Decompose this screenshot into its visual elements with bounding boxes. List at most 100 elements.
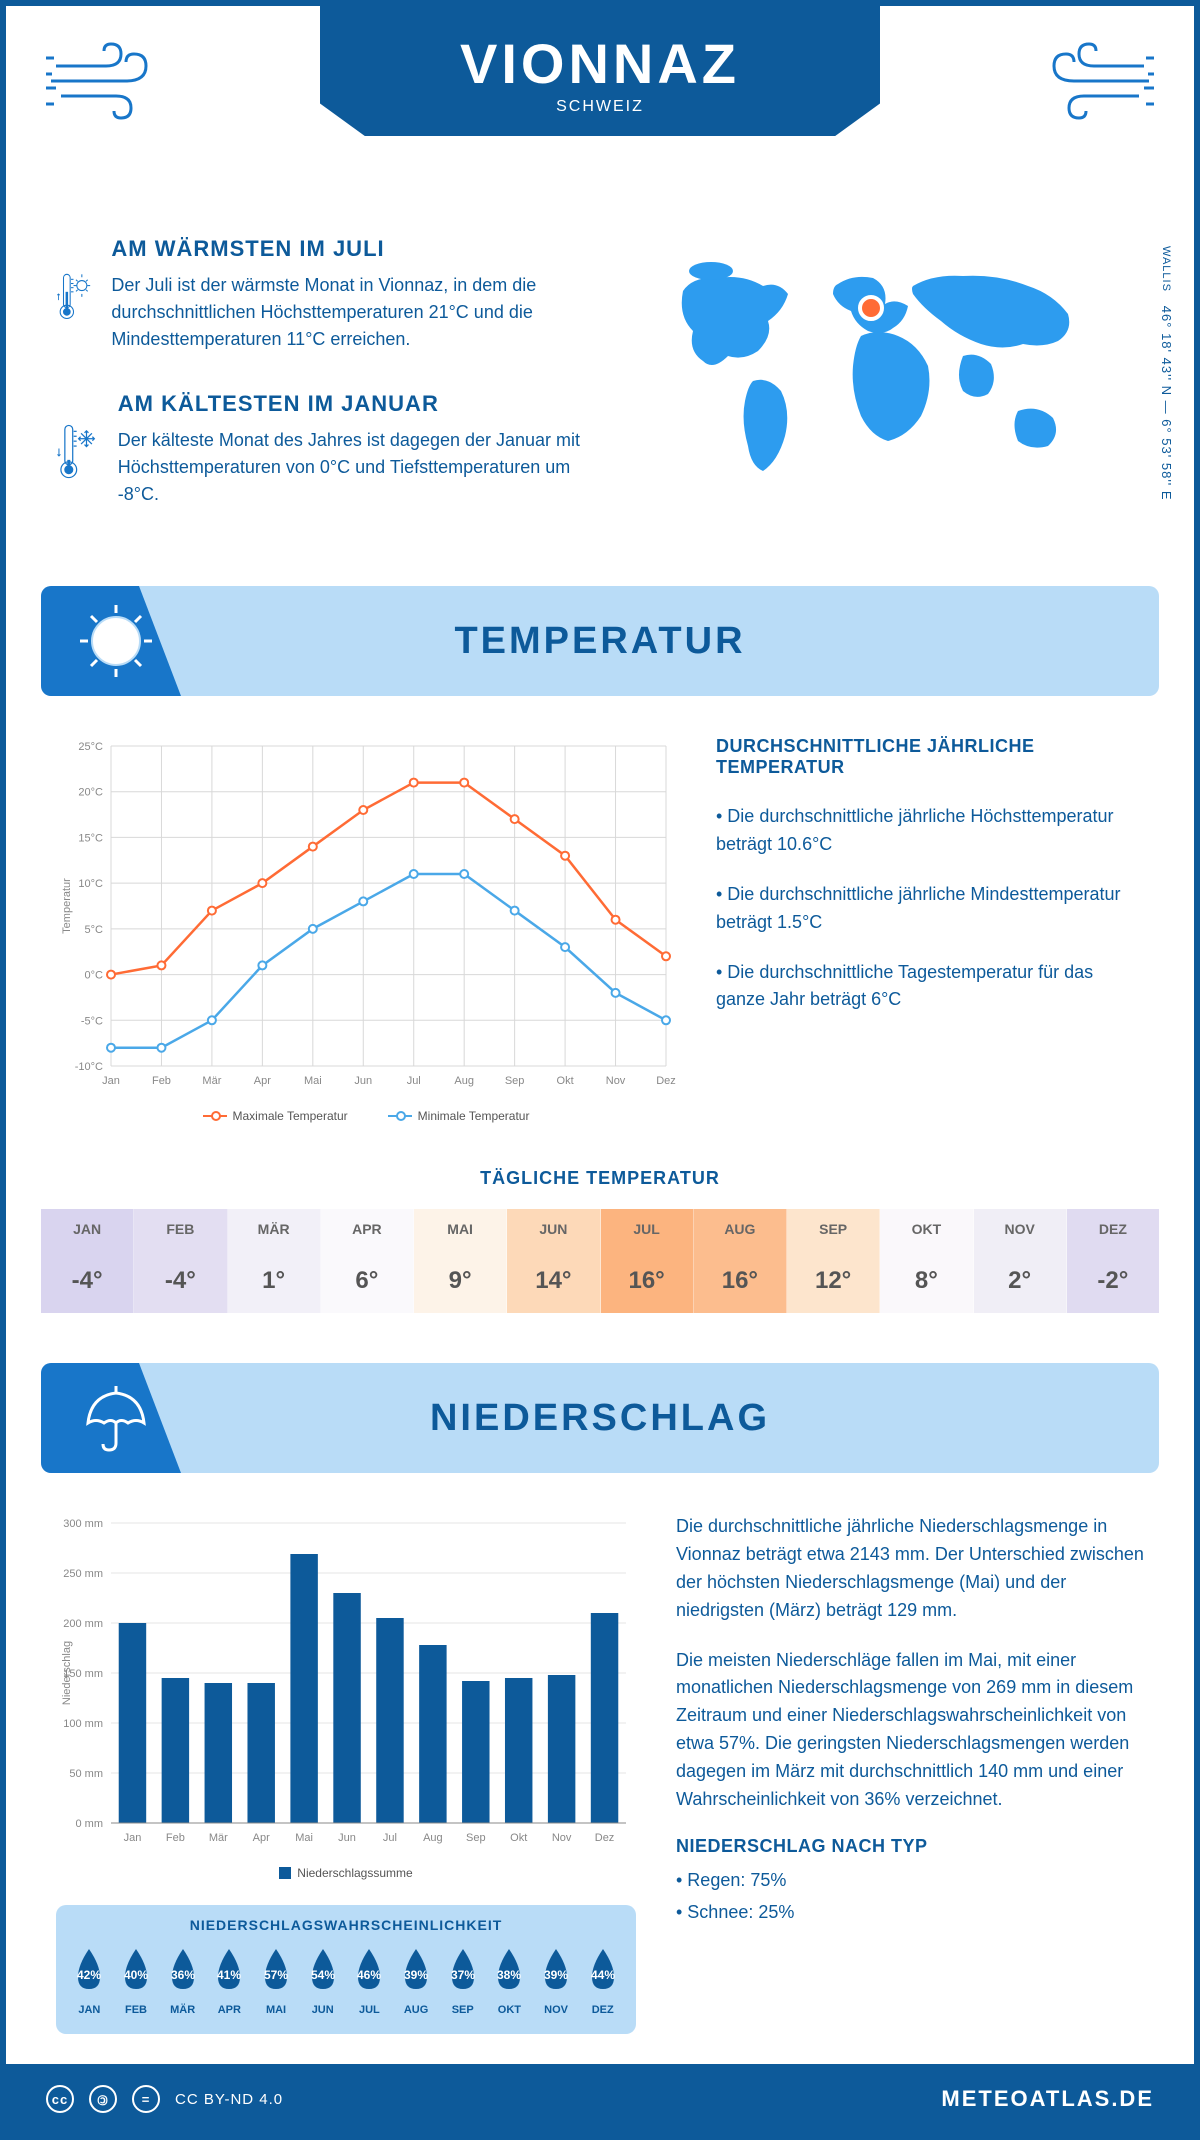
svg-text:54%: 54% (311, 1968, 335, 1982)
coldest-text: Der kälteste Monat des Jahres ist dagege… (118, 427, 593, 508)
daily-cell: AUG16° (694, 1209, 787, 1313)
daily-cell: DEZ-2° (1067, 1209, 1159, 1313)
umbrella-icon (76, 1378, 156, 1458)
probability-cell: 40%FEB (113, 1945, 160, 2016)
svg-text:Niederschlag: Niederschlag (61, 1641, 73, 1705)
daily-cell: OKT8° (880, 1209, 973, 1313)
temperature-header: TEMPERATUR (41, 586, 1159, 696)
daily-cell: JAN-4° (41, 1209, 134, 1313)
coordinates: WALLIS 46° 18' 43'' N — 6° 53' 58'' E (1159, 246, 1174, 501)
daily-cell: MÄR1° (228, 1209, 321, 1313)
precipitation-header: NIEDERSCHLAG (41, 1363, 1159, 1473)
svg-text:Jan: Jan (124, 1832, 142, 1844)
svg-text:46%: 46% (357, 1968, 381, 1982)
svg-text:44%: 44% (591, 1968, 615, 1982)
svg-text:Sep: Sep (505, 1075, 525, 1087)
wind-icon (1024, 36, 1154, 126)
svg-text:42%: 42% (77, 1968, 101, 1982)
daily-temp-grid: JAN-4°FEB-4°MÄR1°APR6°MAI9°JUN14°JUL16°A… (41, 1209, 1159, 1313)
nd-icon: = (132, 2085, 160, 2113)
daily-cell: MAI9° (414, 1209, 507, 1313)
daily-cell: JUN14° (507, 1209, 600, 1313)
daily-cell: JUL16° (601, 1209, 694, 1313)
header: VIONNAZ SCHWEIZ (6, 6, 1194, 206)
svg-text:Apr: Apr (253, 1832, 270, 1844)
svg-text:300 mm: 300 mm (63, 1518, 103, 1530)
probability-cell: 36%MÄR (159, 1945, 206, 2016)
daily-cell: SEP12° (787, 1209, 880, 1313)
svg-text:Jul: Jul (407, 1075, 421, 1087)
wind-icon (46, 36, 176, 126)
svg-text:37%: 37% (451, 1968, 475, 1982)
license-text: CC BY-ND 4.0 (175, 2091, 283, 2108)
daily-cell: FEB-4° (134, 1209, 227, 1313)
thermometer-cold-icon (56, 391, 98, 511)
svg-text:38%: 38% (497, 1968, 521, 1982)
svg-text:Nov: Nov (606, 1075, 626, 1087)
svg-text:0°C: 0°C (85, 970, 104, 982)
svg-text:41%: 41% (217, 1968, 241, 1982)
svg-text:Jan: Jan (102, 1075, 120, 1087)
sun-icon (76, 601, 156, 681)
svg-text:Jun: Jun (338, 1832, 356, 1844)
svg-text:Mai: Mai (304, 1075, 322, 1087)
probability-cell: 41%APR (206, 1945, 253, 2016)
svg-text:Okt: Okt (510, 1832, 527, 1844)
svg-text:Nov: Nov (552, 1832, 572, 1844)
infographic-page: VIONNAZ SCHWEIZ (0, 0, 1200, 2140)
svg-text:Mai: Mai (295, 1832, 313, 1844)
svg-text:10°C: 10°C (78, 878, 103, 890)
probability-cell: 39%AUG (393, 1945, 440, 2016)
svg-text:20°C: 20°C (78, 787, 103, 799)
svg-text:Sep: Sep (466, 1832, 486, 1844)
warmest-text: Der Juli ist der wärmste Monat in Vionna… (111, 272, 592, 353)
svg-text:57%: 57% (264, 1968, 288, 1982)
probability-cell: 42%JAN (66, 1945, 113, 2016)
svg-text:Mär: Mär (202, 1075, 221, 1087)
svg-text:Mär: Mär (209, 1832, 228, 1844)
city-name: VIONNAZ (320, 31, 880, 96)
country-name: SCHWEIZ (320, 98, 880, 116)
section-title: NIEDERSCHLAG (430, 1397, 770, 1440)
precipitation-text: Die durchschnittliche jährliche Niedersc… (676, 1513, 1144, 2034)
svg-text:200 mm: 200 mm (63, 1618, 103, 1630)
svg-text:-5°C: -5°C (81, 1015, 103, 1027)
svg-text:Feb: Feb (166, 1832, 185, 1844)
probability-cell: 46%JUL (346, 1945, 393, 2016)
site-name: METEOATLAS.DE (941, 2086, 1154, 2112)
temperature-chart: -10°C-5°C0°C5°C10°C15°C20°C25°CJanFebMär… (56, 736, 676, 1123)
coldest-title: AM KÄLTESTEN IM JANUAR (118, 391, 593, 417)
svg-text:39%: 39% (404, 1968, 428, 1982)
world-map: WALLIS 46° 18' 43'' N — 6° 53' 58'' E (633, 236, 1144, 546)
svg-text:15°C: 15°C (78, 832, 103, 844)
probability-cell: 39%NOV (533, 1945, 580, 2016)
probability-cell: 44%DEZ (579, 1945, 626, 2016)
thermometer-hot-icon (56, 236, 91, 356)
svg-text:Aug: Aug (454, 1075, 474, 1087)
intro-section: AM WÄRMSTEN IM JULI Der Juli ist der wär… (6, 206, 1194, 586)
daily-cell: NOV2° (974, 1209, 1067, 1313)
svg-text:250 mm: 250 mm (63, 1568, 103, 1580)
warmest-block: AM WÄRMSTEN IM JULI Der Juli ist der wär… (56, 236, 593, 356)
svg-text:0 mm: 0 mm (76, 1818, 104, 1830)
svg-text:Jun: Jun (354, 1075, 372, 1087)
svg-text:5°C: 5°C (85, 924, 104, 936)
svg-text:Dez: Dez (656, 1075, 676, 1087)
probability-cell: 37%SEP (439, 1945, 486, 2016)
svg-text:36%: 36% (171, 1968, 195, 1982)
cc-icon: cc (46, 2085, 74, 2113)
probability-box: NIEDERSCHLAGSWAHRSCHEINLICHKEIT 42%JAN40… (56, 1905, 636, 2034)
svg-text:50 mm: 50 mm (69, 1768, 103, 1780)
svg-text:40%: 40% (124, 1968, 148, 1982)
svg-text:-10°C: -10°C (75, 1061, 103, 1073)
svg-text:25°C: 25°C (78, 741, 103, 753)
svg-text:100 mm: 100 mm (63, 1718, 103, 1730)
svg-text:Okt: Okt (557, 1075, 574, 1087)
footer: cc 🄯 = CC BY-ND 4.0 METEOATLAS.DE (6, 2064, 1194, 2134)
precipitation-chart: 0 mm50 mm100 mm150 mm200 mm250 mm300 mmJ… (56, 1513, 636, 1880)
svg-text:39%: 39% (544, 1968, 568, 1982)
probability-cell: 57%MAI (253, 1945, 300, 2016)
warmest-title: AM WÄRMSTEN IM JULI (111, 236, 592, 262)
svg-text:Aug: Aug (423, 1832, 443, 1844)
svg-text:Temperatur: Temperatur (61, 878, 73, 934)
